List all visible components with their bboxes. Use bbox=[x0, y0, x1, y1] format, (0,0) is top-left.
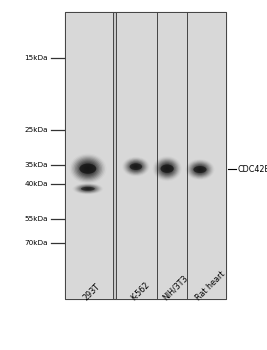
Ellipse shape bbox=[133, 164, 139, 169]
Text: CDC42EP3: CDC42EP3 bbox=[238, 165, 267, 174]
Ellipse shape bbox=[156, 159, 178, 178]
Text: 35kDa: 35kDa bbox=[25, 162, 48, 168]
Ellipse shape bbox=[75, 158, 101, 179]
Text: Rat heart: Rat heart bbox=[194, 269, 226, 302]
Ellipse shape bbox=[87, 168, 89, 170]
Ellipse shape bbox=[81, 187, 95, 191]
Ellipse shape bbox=[131, 163, 141, 170]
Ellipse shape bbox=[189, 162, 211, 177]
Text: 15kDa: 15kDa bbox=[25, 55, 48, 61]
Ellipse shape bbox=[76, 184, 100, 193]
Ellipse shape bbox=[85, 166, 91, 171]
Ellipse shape bbox=[194, 166, 206, 174]
Ellipse shape bbox=[84, 188, 91, 190]
Text: 40kDa: 40kDa bbox=[25, 181, 48, 188]
Bar bbox=[65, 12, 113, 299]
Ellipse shape bbox=[130, 163, 142, 170]
Text: NIH/3T3: NIH/3T3 bbox=[161, 273, 189, 302]
Ellipse shape bbox=[195, 166, 205, 173]
Ellipse shape bbox=[193, 165, 207, 174]
Ellipse shape bbox=[84, 165, 92, 172]
Ellipse shape bbox=[78, 185, 97, 192]
Ellipse shape bbox=[197, 167, 203, 172]
Bar bbox=[116, 12, 226, 299]
Text: 293T: 293T bbox=[81, 281, 102, 302]
Ellipse shape bbox=[159, 162, 175, 175]
Ellipse shape bbox=[77, 185, 99, 193]
Ellipse shape bbox=[154, 157, 180, 180]
Ellipse shape bbox=[82, 187, 94, 191]
Ellipse shape bbox=[125, 159, 146, 174]
Ellipse shape bbox=[81, 163, 95, 174]
Ellipse shape bbox=[127, 161, 144, 173]
Ellipse shape bbox=[190, 162, 210, 177]
Ellipse shape bbox=[193, 166, 207, 173]
Ellipse shape bbox=[198, 168, 202, 171]
Ellipse shape bbox=[162, 164, 173, 174]
Ellipse shape bbox=[124, 158, 147, 175]
Ellipse shape bbox=[85, 188, 90, 190]
Ellipse shape bbox=[74, 157, 102, 180]
Ellipse shape bbox=[199, 169, 201, 170]
Ellipse shape bbox=[80, 186, 96, 192]
Text: 25kDa: 25kDa bbox=[25, 127, 48, 133]
Ellipse shape bbox=[72, 156, 104, 181]
Ellipse shape bbox=[166, 168, 168, 170]
Ellipse shape bbox=[191, 163, 209, 176]
Ellipse shape bbox=[79, 162, 96, 176]
Bar bbox=[65, 12, 226, 299]
Ellipse shape bbox=[132, 163, 140, 170]
Ellipse shape bbox=[128, 161, 143, 172]
Ellipse shape bbox=[82, 164, 93, 173]
Ellipse shape bbox=[157, 160, 177, 177]
Ellipse shape bbox=[126, 160, 146, 174]
Ellipse shape bbox=[160, 164, 174, 173]
Ellipse shape bbox=[164, 166, 171, 172]
Ellipse shape bbox=[158, 161, 176, 176]
Ellipse shape bbox=[76, 159, 99, 178]
Ellipse shape bbox=[87, 188, 89, 189]
Ellipse shape bbox=[160, 163, 174, 174]
Text: 55kDa: 55kDa bbox=[25, 216, 48, 222]
Ellipse shape bbox=[192, 164, 208, 175]
Text: K-562: K-562 bbox=[129, 280, 152, 302]
Ellipse shape bbox=[155, 158, 179, 179]
Ellipse shape bbox=[71, 155, 105, 183]
Ellipse shape bbox=[163, 165, 172, 173]
Ellipse shape bbox=[78, 161, 98, 177]
Ellipse shape bbox=[188, 161, 212, 178]
Ellipse shape bbox=[134, 165, 138, 168]
Ellipse shape bbox=[187, 160, 213, 179]
Ellipse shape bbox=[165, 167, 169, 170]
Ellipse shape bbox=[129, 162, 142, 171]
Ellipse shape bbox=[75, 184, 101, 194]
Ellipse shape bbox=[83, 187, 93, 190]
Text: 70kDa: 70kDa bbox=[25, 240, 48, 246]
Ellipse shape bbox=[135, 166, 137, 167]
Ellipse shape bbox=[81, 186, 95, 191]
Ellipse shape bbox=[79, 163, 96, 174]
Ellipse shape bbox=[123, 158, 148, 176]
